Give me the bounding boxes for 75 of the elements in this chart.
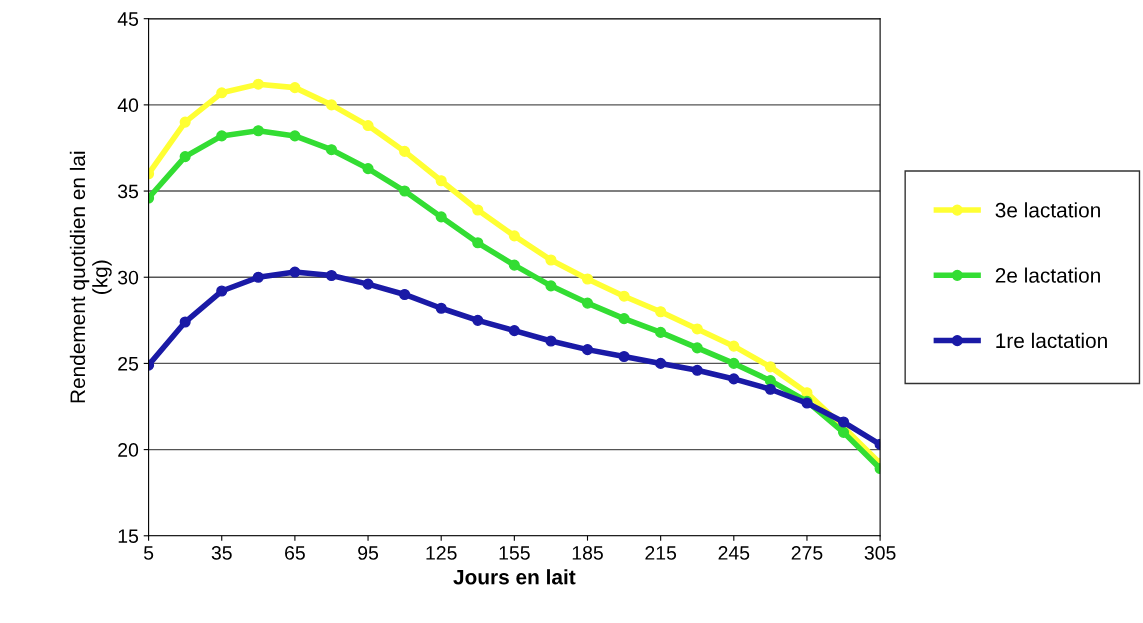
point xyxy=(325,144,338,156)
x-tick-label: 275 xyxy=(791,546,823,560)
point xyxy=(764,383,776,395)
point xyxy=(435,211,447,223)
y-tick-label: 25 xyxy=(118,356,139,371)
point xyxy=(325,269,338,282)
point xyxy=(472,237,484,249)
point xyxy=(508,230,520,242)
point xyxy=(545,280,557,292)
y-axis-title: Rendement quotidien en lai (kg) xyxy=(69,151,112,403)
x-tick-label: 35 xyxy=(211,546,232,560)
point xyxy=(618,350,630,363)
point xyxy=(728,340,740,352)
point xyxy=(728,357,740,369)
point xyxy=(252,125,264,137)
point xyxy=(655,357,667,369)
point xyxy=(508,325,520,337)
point xyxy=(399,185,411,197)
point xyxy=(691,342,703,354)
x-tick-label: 5 xyxy=(143,546,154,560)
point xyxy=(435,175,447,187)
point xyxy=(618,313,630,325)
point xyxy=(289,266,301,278)
point xyxy=(655,306,667,318)
point xyxy=(216,285,228,297)
legend-label: 1re lactation xyxy=(996,332,1107,349)
y-tick-label: 35 xyxy=(117,184,139,199)
point xyxy=(399,288,411,301)
x-axis-title: Jours en lait xyxy=(453,569,576,585)
point xyxy=(472,204,484,216)
point xyxy=(618,290,630,302)
point xyxy=(508,259,520,271)
point xyxy=(581,344,594,356)
point xyxy=(545,254,557,266)
y-tick-label: 40 xyxy=(117,98,139,113)
point xyxy=(362,163,374,175)
x-tick-label: 215 xyxy=(645,546,677,560)
point xyxy=(289,130,301,142)
point xyxy=(728,373,740,385)
point xyxy=(691,323,703,335)
x-tick-label: 245 xyxy=(718,546,750,560)
point xyxy=(435,302,447,314)
point xyxy=(581,297,594,309)
point xyxy=(837,426,850,438)
point xyxy=(216,87,228,99)
y-tick-label: 45 xyxy=(117,12,139,26)
point xyxy=(399,145,411,157)
point xyxy=(252,271,264,283)
point xyxy=(179,116,191,128)
point xyxy=(362,119,374,132)
point xyxy=(472,314,484,326)
point xyxy=(581,273,594,285)
y-tick-label: 15 xyxy=(118,529,139,544)
point xyxy=(289,82,301,94)
point xyxy=(691,364,703,376)
point xyxy=(179,151,191,163)
legend-label: 2e lactation xyxy=(995,267,1100,283)
point xyxy=(362,278,374,290)
point xyxy=(252,78,264,90)
point xyxy=(655,326,667,338)
point xyxy=(545,335,557,347)
x-tick-label: 125 xyxy=(426,546,457,560)
y-tick-label: 20 xyxy=(118,443,139,457)
point xyxy=(216,130,228,142)
x-tick-label: 305 xyxy=(864,546,896,560)
x-tick-label: 95 xyxy=(358,546,379,560)
y-tick-label: 30 xyxy=(117,270,139,285)
x-tick-label: 185 xyxy=(572,546,603,560)
point xyxy=(837,416,850,428)
point xyxy=(179,316,191,328)
point xyxy=(764,361,776,373)
point xyxy=(325,99,338,111)
x-tick-label: 155 xyxy=(499,546,530,560)
legend-label: 3e lactation xyxy=(995,202,1100,218)
x-tick-label: 65 xyxy=(285,546,305,560)
